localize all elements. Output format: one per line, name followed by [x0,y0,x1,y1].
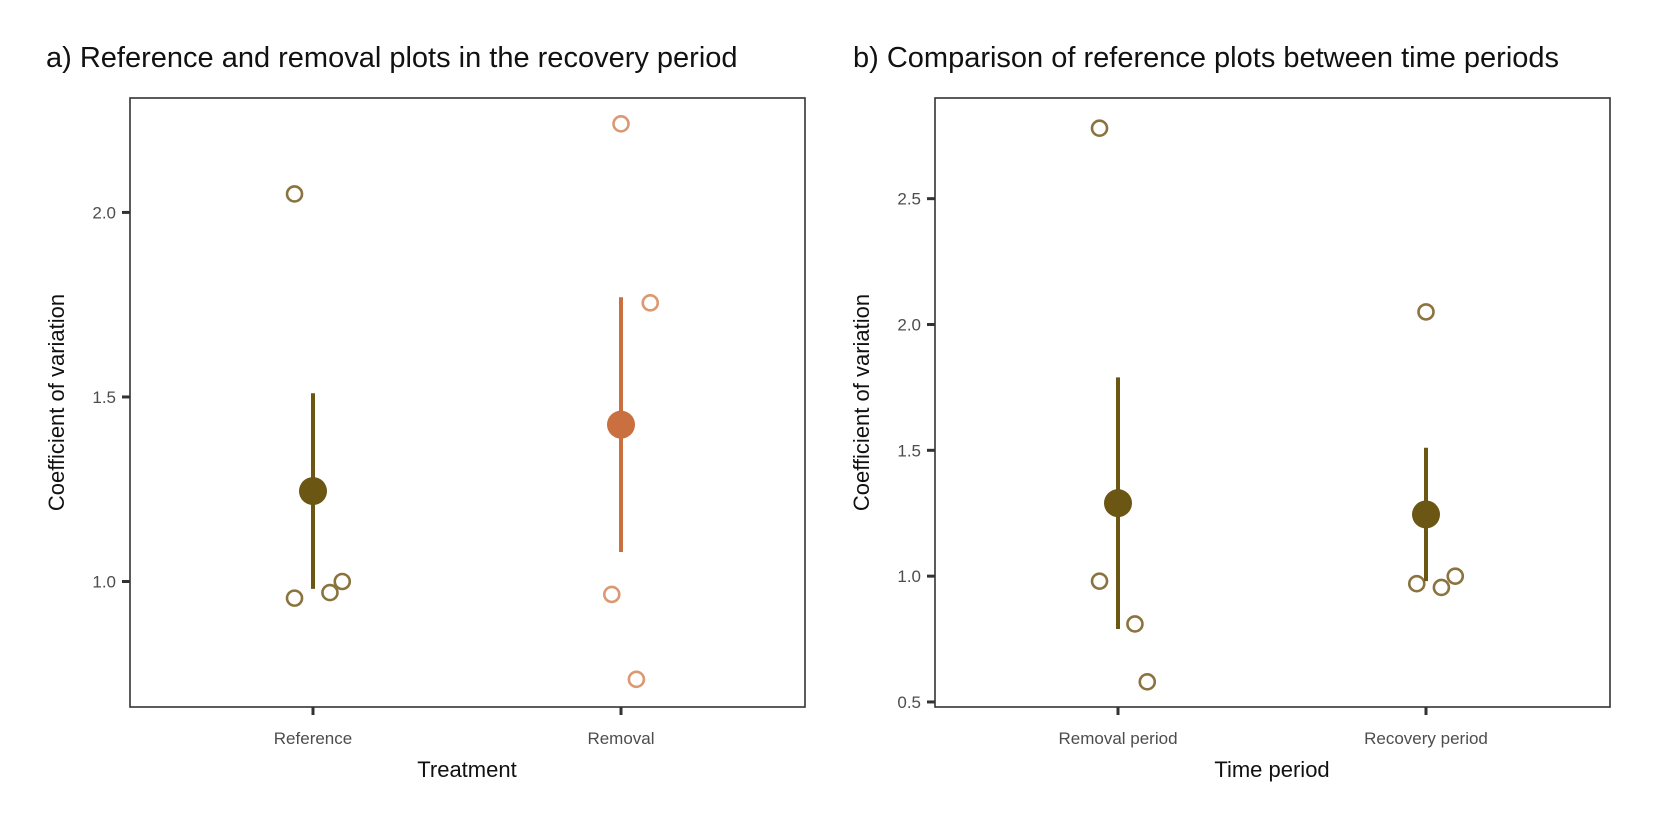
panel-b-data-point [1126,615,1144,633]
panel-a-mean-point [299,477,327,506]
panel-b-x-tick-label: Recovery period [1364,729,1488,748]
panel-b-y-axis-title: Coefficient of variation [849,294,874,511]
panel-a-x-tick-label: Reference [274,729,352,748]
panel-b-data-point [1090,119,1109,137]
panel-b-y-tick-label: 1.0 [897,567,921,586]
panel-b-plot-border [934,97,1611,708]
panel-b-y-tick-label: 0.5 [897,693,921,712]
panel-b-data-point [1138,673,1157,691]
panel-b-y-tick-label: 2.0 [897,315,921,334]
panel-a-y-tick-label: 1.5 [92,388,116,407]
panel-a-y-axis-title: Coefficient of variation [44,294,69,511]
panel-a-data-point [641,294,660,312]
panel-b-title: b) Comparison of reference plots between… [853,42,1559,74]
panel-a-title: a) Reference and removal plots in the re… [46,42,738,74]
panel-b-data-point [1090,572,1109,590]
panel-a-data-point [627,670,646,689]
panel-b-mean-point [1104,489,1132,518]
panel-a-data-point [602,585,621,604]
panel-b-mean-point [1412,500,1440,529]
panel-a-y-tick-label: 2.0 [92,203,116,222]
panel-b-y-tick-label: 2.5 [897,190,921,209]
panel-a-plot-border [129,97,806,708]
panel-a-x-axis-title: Treatment [417,757,516,782]
panel-a-data-point [333,572,352,591]
panel-a-mean-point [607,410,635,439]
panel-a-data-point [285,185,304,203]
panel-a-data-point [612,115,630,133]
panel-a: a) Reference and removal plots in the re… [44,42,806,782]
panel-b-data-point [1417,303,1435,321]
panel-a-y-tick-label: 1.0 [92,573,116,592]
panel-b-x-tick-label: Removal period [1058,729,1177,748]
panel-b-data-point [1432,578,1451,597]
panel-a-x-tick-label: Removal [587,729,654,748]
panel-b-data-point [1407,574,1426,593]
panel-a-data-point [321,583,339,602]
panel-b: b) Comparison of reference plots between… [849,42,1611,782]
panel-b-y-tick-label: 1.5 [897,441,921,460]
panel-a-data-point [285,589,304,607]
panel-b-data-point [1446,567,1465,585]
panel-b-x-axis-title: Time period [1214,757,1329,782]
